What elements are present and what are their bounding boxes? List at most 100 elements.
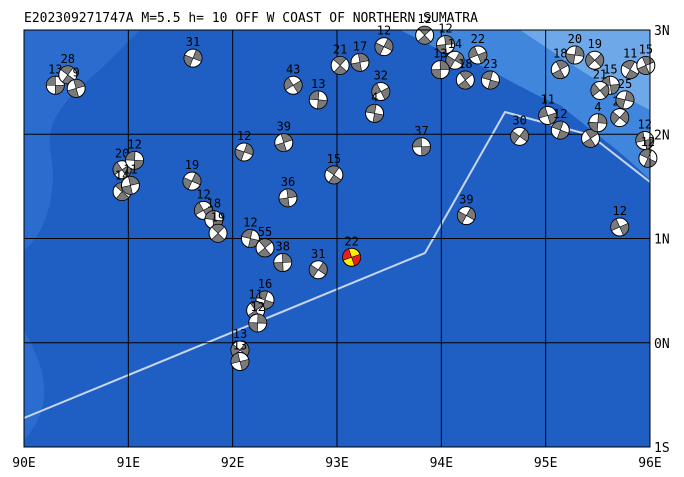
- focal-mechanism: 23: [480, 57, 500, 90]
- beachball-lobe: [273, 253, 293, 272]
- focal-mechanism: 22: [468, 32, 488, 65]
- depth-label: 21: [593, 67, 607, 81]
- y-tick-label: 0N: [654, 337, 670, 352]
- beachball-lobe: [278, 188, 298, 208]
- depth-label: 19: [587, 37, 601, 51]
- focal-mechanism: 21: [330, 42, 350, 75]
- beachball-lobe: [457, 70, 473, 90]
- focal-mechanism: 12: [638, 135, 658, 168]
- depth-label: 12: [196, 187, 210, 201]
- beachball-lobe: [365, 104, 384, 123]
- depth-label: 22: [471, 32, 485, 46]
- beachball-lobe: [121, 176, 140, 195]
- focal-mechanism: 12: [610, 204, 630, 237]
- beachball-lobe: [412, 137, 431, 157]
- focal-mechanism: 12: [374, 24, 394, 57]
- focal-mechanism: 11: [620, 47, 640, 80]
- beachball-lobe: [248, 313, 268, 333]
- y-tick-label: 2N: [654, 128, 670, 143]
- beachball-lobe: [283, 77, 303, 94]
- focal-mechanism: 4: [588, 100, 608, 133]
- focal-mechanism: 12: [234, 129, 254, 162]
- focal-mechanism: 20: [565, 32, 585, 65]
- focal-mechanism: 32: [371, 69, 391, 102]
- beachball-lobe: [468, 46, 488, 64]
- depth-label: 4: [371, 90, 378, 104]
- depth-label: 25: [618, 77, 632, 91]
- focal-mechanism: 43: [283, 62, 303, 95]
- focal-mechanism: 9: [66, 65, 86, 98]
- x-tick-label: 91E: [117, 456, 140, 471]
- beachball-lobe: [374, 38, 394, 56]
- focal-mechanism: 13: [230, 339, 250, 372]
- beachball-lobe: [308, 261, 328, 278]
- depth-label: 12: [641, 135, 655, 149]
- focal-mechanism: 55: [255, 225, 275, 258]
- beachball-lobe: [430, 60, 450, 79]
- depth-label: 11: [541, 92, 555, 106]
- beachball-lobe: [308, 90, 328, 110]
- y-tick-label: 3N: [654, 24, 670, 39]
- depth-label: 18: [207, 197, 221, 211]
- beachball-lobe: [639, 148, 657, 168]
- depth-label: 13: [311, 77, 325, 91]
- beachball-lobe: [182, 172, 202, 190]
- focal-mechanism: 15: [324, 152, 344, 185]
- x-tick-label: 90E: [12, 456, 35, 471]
- y-tick-label: 1S: [654, 441, 670, 456]
- focal-mechanism: 12: [550, 107, 570, 140]
- depth-label: 14: [448, 37, 462, 51]
- focal-mechanism: 12: [436, 22, 456, 55]
- focal-mechanism: 39: [274, 120, 294, 153]
- depth-label: 21: [333, 42, 347, 56]
- depth-label: 17: [353, 39, 367, 53]
- beachball-lobe: [350, 53, 370, 72]
- depth-label: 16: [258, 277, 272, 291]
- focal-mechanism: 18: [455, 57, 475, 90]
- beachball-lobe: [183, 49, 203, 67]
- depth-label: 18: [553, 47, 567, 61]
- focal-mechanism: 12: [240, 216, 260, 248]
- depth-label: 13: [233, 339, 247, 353]
- focal-mechanism: 31: [183, 35, 203, 68]
- beachball-lobe: [621, 60, 639, 79]
- depth-label: 12: [250, 300, 264, 314]
- focal-mechanism: 11: [120, 162, 140, 195]
- focal-mechanism: 31: [308, 247, 328, 280]
- focal-mechanism: 13: [308, 77, 328, 110]
- focal-mechanism: 38: [273, 239, 293, 272]
- depth-label: 15: [603, 62, 617, 76]
- depth-label: 13: [433, 47, 447, 61]
- beachball-lobe: [67, 79, 86, 98]
- beachball-lobe: [481, 70, 500, 90]
- trench-line: [23, 110, 651, 419]
- depth-label: 11: [623, 47, 637, 61]
- beachball-lobe: [551, 60, 569, 79]
- beachball-lobe: [230, 352, 250, 371]
- depth-label: 23: [483, 57, 497, 71]
- depth-label: 12: [438, 22, 452, 36]
- focal-mechanism: 12: [248, 300, 268, 333]
- focal-mechanism: 25: [615, 77, 635, 110]
- depth-label: 9: [73, 65, 80, 79]
- beachball-lobe: [610, 218, 629, 236]
- depth-label: 4: [594, 100, 601, 114]
- depth-label: 38: [276, 239, 290, 253]
- depth-label: 11: [123, 162, 137, 176]
- beachball-lobe: [590, 83, 610, 98]
- depth-label: 12: [613, 204, 627, 218]
- x-tick-label: 92E: [221, 456, 244, 471]
- depth-label: 30: [512, 113, 526, 127]
- focal-mechanism: 17: [350, 39, 370, 72]
- y-tick-label: 1N: [654, 233, 670, 248]
- x-tick-label: 93E: [325, 456, 348, 471]
- focal-mechanism: 19: [182, 158, 202, 191]
- depth-label: 39: [459, 193, 473, 207]
- depth-label: 43: [286, 62, 300, 76]
- beachball-lobe: [585, 53, 604, 68]
- depth-label: 20: [568, 32, 582, 46]
- depth-label: 36: [281, 175, 295, 189]
- beachball-lobe: [125, 151, 144, 170]
- focal-mechanism: 22: [342, 234, 362, 267]
